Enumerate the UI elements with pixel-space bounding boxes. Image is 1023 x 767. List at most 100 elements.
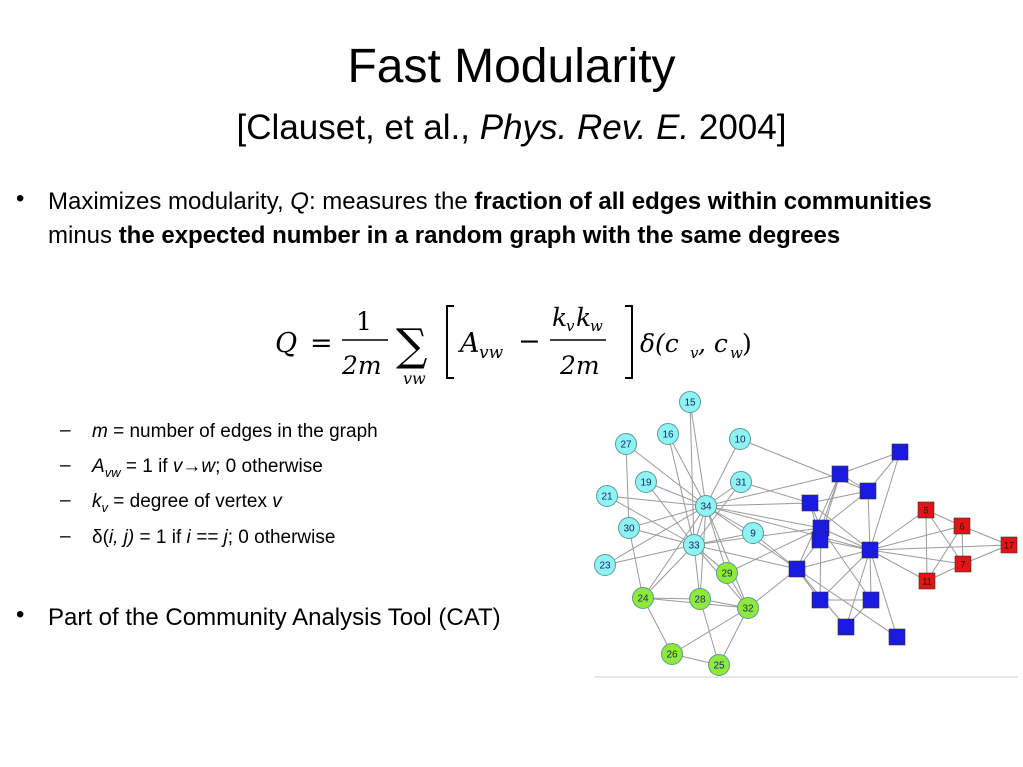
graph-node bbox=[861, 541, 879, 559]
graph-edge bbox=[642, 544, 695, 599]
sub-k-var: k bbox=[92, 491, 102, 512]
dash: – bbox=[60, 526, 71, 547]
graph-node-label: 29 bbox=[721, 569, 733, 580]
bullet1-text-3: minus bbox=[48, 222, 119, 249]
formula-kw-sub: w bbox=[590, 317, 603, 335]
graph-node: 6 bbox=[953, 517, 971, 535]
graph-edge bbox=[925, 509, 964, 565]
sub-k-v: v bbox=[272, 491, 282, 512]
formula-kv: k bbox=[552, 303, 567, 332]
graph-edge bbox=[604, 544, 695, 566]
graph-node-label: 32 bbox=[742, 604, 754, 615]
graph-edge bbox=[628, 527, 695, 546]
graph-node: 27 bbox=[615, 433, 637, 455]
formula-kw: k bbox=[576, 303, 591, 332]
sub-m-var: m bbox=[92, 421, 108, 442]
graph-node-label: 26 bbox=[666, 650, 678, 661]
bullet1-text-1: Maximizes modularity, bbox=[48, 188, 291, 215]
sub-delta-ij: i, j) bbox=[108, 527, 135, 548]
graph-node-circle bbox=[689, 588, 711, 610]
right-bracket bbox=[625, 305, 633, 379]
graph-node bbox=[862, 591, 880, 609]
sub-a-subscript: vw bbox=[104, 464, 121, 480]
modularity-formula: Q = 1 2m ∑ vw A vw − k v k w 2m δ(c v , … bbox=[275, 303, 752, 388]
graph-edge bbox=[869, 549, 964, 565]
citation-journal: Phys. Rev. E. bbox=[479, 108, 690, 147]
graph-node-label: 27 bbox=[620, 440, 632, 451]
graph-node-label: 24 bbox=[637, 594, 649, 605]
graph-node: 34 bbox=[695, 495, 717, 517]
subbullet-m: m = number of edges in the graph bbox=[92, 419, 378, 445]
graph-edge bbox=[740, 481, 811, 504]
formula-sum: ∑ bbox=[396, 320, 427, 371]
graph-node-circle bbox=[661, 643, 683, 665]
graph-edge bbox=[869, 549, 872, 601]
graph-edge bbox=[819, 539, 871, 551]
graph-edge bbox=[925, 509, 928, 582]
dash: – bbox=[60, 455, 71, 476]
graph-node-square bbox=[888, 628, 906, 646]
graph-node: 15 bbox=[679, 391, 701, 413]
graph-edge bbox=[726, 527, 822, 574]
graph-node bbox=[801, 494, 819, 512]
graph-node: 23 bbox=[594, 554, 616, 576]
citation-prefix: [Clauset, et al., bbox=[236, 108, 480, 147]
bullet1-bold-2: the expected number in a random graph wi… bbox=[118, 222, 841, 249]
graph-node-label: 21 bbox=[601, 492, 613, 503]
graph-node: 24 bbox=[632, 587, 654, 609]
graph-node-square bbox=[831, 465, 849, 483]
graph-edge bbox=[739, 438, 869, 492]
formula-a-sub: vw bbox=[479, 343, 504, 363]
graph-edge bbox=[606, 495, 695, 546]
sub-k-subscript: v bbox=[101, 499, 109, 515]
graph-node-label: 16 bbox=[662, 430, 674, 441]
graph-edge bbox=[645, 481, 695, 546]
sub-delta-p1: δ( bbox=[92, 527, 109, 548]
graph-node-label: 19 bbox=[640, 478, 652, 489]
graph-node: 25 bbox=[708, 654, 730, 676]
formula-q: Q bbox=[275, 328, 297, 359]
graph-node bbox=[859, 482, 877, 500]
graph-node-circle bbox=[594, 554, 616, 576]
graph-edge bbox=[625, 443, 630, 529]
graph-node bbox=[888, 628, 906, 646]
graph-node-circle bbox=[742, 522, 764, 544]
bullet-cat: Part of the Community Analysis Tool (CAT… bbox=[48, 604, 501, 631]
graph-node: 11 bbox=[918, 572, 936, 590]
sub-a-text1: = 1 if bbox=[120, 456, 173, 477]
graph-node: 9 bbox=[742, 522, 764, 544]
graph-edge bbox=[809, 490, 869, 504]
graph-node-label: 9 bbox=[750, 529, 756, 540]
graph-node-label: 10 bbox=[734, 435, 746, 446]
graph-edge bbox=[869, 509, 927, 551]
graph-node-circle bbox=[596, 485, 618, 507]
formula-cv-sub: v bbox=[690, 344, 699, 362]
sub-a-var: A bbox=[92, 456, 105, 477]
left-bracket bbox=[446, 305, 454, 379]
graph-node-square bbox=[861, 541, 879, 559]
subbullet-delta: δ(i, j) = 1 if i == j; 0 otherwise bbox=[92, 525, 335, 551]
graph-edge bbox=[628, 505, 707, 529]
formula-a: A bbox=[457, 328, 480, 359]
subbullet-k: kv = degree of vertex v bbox=[92, 489, 282, 521]
graph-node: 7 bbox=[954, 555, 972, 573]
graph-node-label: 30 bbox=[623, 524, 635, 535]
graph-edge bbox=[869, 549, 898, 638]
graph-node-square bbox=[917, 501, 935, 519]
graph-node: 32 bbox=[737, 597, 759, 619]
graph-edge bbox=[796, 549, 871, 570]
graph-node-square bbox=[811, 531, 829, 549]
graph-node-circle bbox=[695, 495, 717, 517]
graph-node-square bbox=[1000, 536, 1018, 554]
graph-edge bbox=[671, 607, 749, 655]
graph-node-square bbox=[918, 572, 936, 590]
graph-edge bbox=[869, 549, 928, 582]
graph-edge bbox=[699, 598, 720, 666]
graph-node-label: 15 bbox=[684, 398, 696, 409]
graph-node: 10 bbox=[729, 428, 751, 450]
graph-edge bbox=[705, 438, 741, 507]
graph-edge bbox=[667, 433, 695, 546]
graph-edge bbox=[628, 527, 644, 599]
graph-node bbox=[837, 618, 855, 636]
graph-node: 29 bbox=[716, 562, 738, 584]
